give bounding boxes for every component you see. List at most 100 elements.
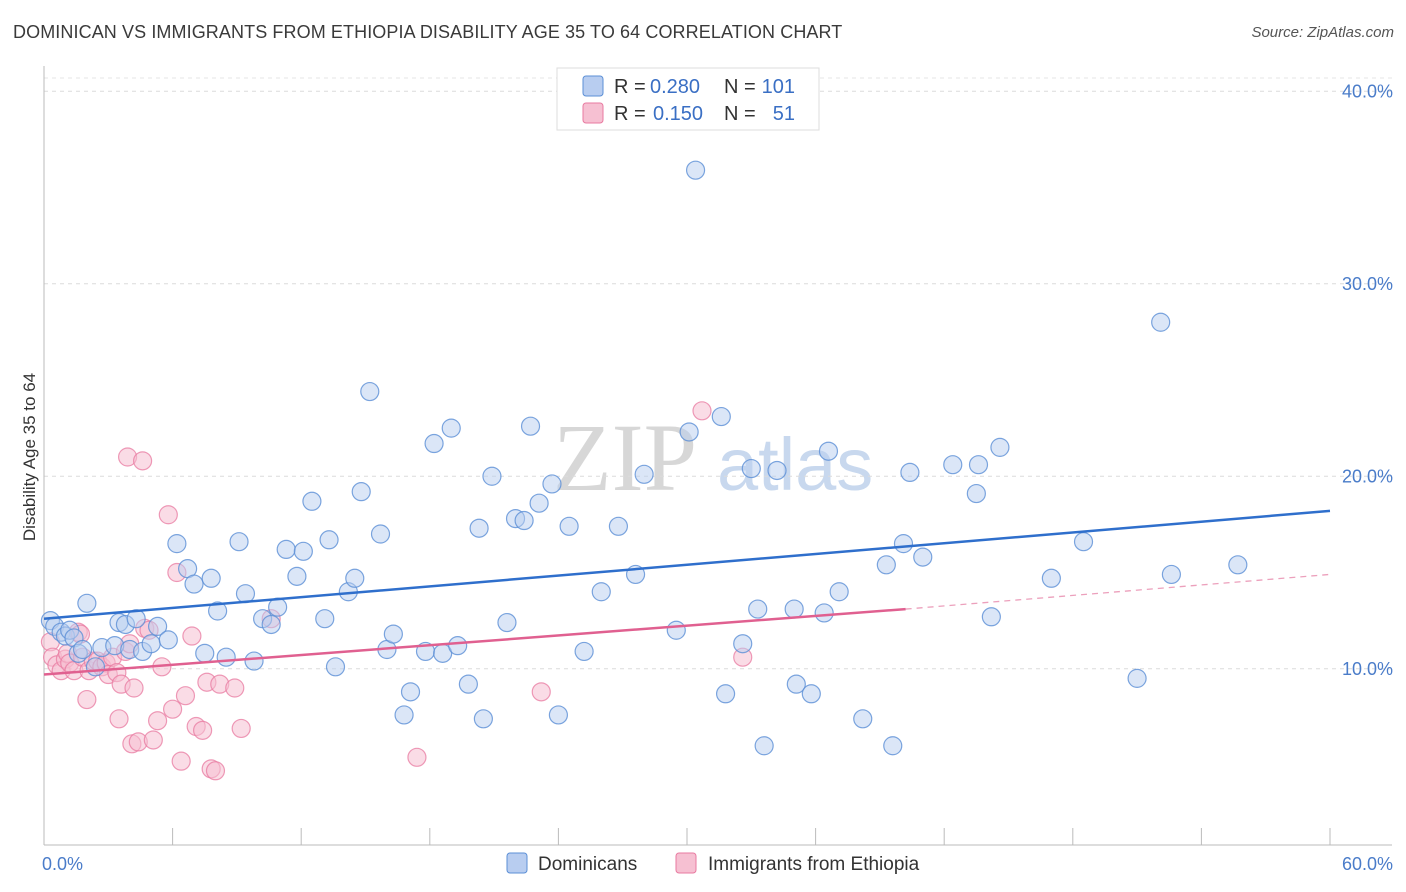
dominican-point-57 [482, 466, 502, 486]
dominican-point-23 [195, 643, 215, 663]
legend-r-label-2: R = [614, 103, 646, 125]
bottom-legend-dominicans: Dominicans [538, 854, 637, 875]
dominican-point-61 [520, 416, 541, 436]
legend-r-value-2: 0.150 [653, 103, 703, 125]
dominican-point-65 [559, 516, 579, 536]
ethiopia-point-44 [205, 761, 226, 781]
dominican-point-22 [184, 574, 204, 594]
trend-line-ethiopia [43, 607, 906, 676]
y-tick-label-2: 30.0% [1342, 274, 1393, 294]
dominican-point-86 [829, 582, 849, 602]
dominican-point-9 [85, 657, 106, 677]
dominican-point-58 [497, 612, 517, 633]
ethiopia-point-11 [77, 689, 97, 710]
dominican-point-79 [754, 736, 774, 756]
dominican-point-67 [591, 582, 611, 602]
legend: R = 0.280 N = 101 R = 0.150 N = 51 [556, 67, 820, 131]
x-tick-label-1: 60.0% [1342, 854, 1393, 874]
x-tick-label-0: 0.0% [42, 854, 83, 874]
dominican-point-31 [261, 614, 281, 635]
dominican-point-76 [733, 634, 753, 654]
dominican-point-78 [748, 599, 768, 619]
dominican-point-75 [715, 684, 736, 704]
bottom-legend-swatch-ethiopia [675, 852, 697, 874]
bottom-legend-ethiopia: Immigrants from Ethiopia [708, 854, 920, 875]
dominican-point-93 [943, 455, 963, 475]
dominican-point-90 [893, 534, 914, 554]
dominican-point-84 [814, 603, 834, 623]
dominican-point-18 [147, 616, 168, 637]
dominican-point-53 [448, 636, 468, 656]
chart-title: DOMINICAN VS IMMIGRANTS FROM ETHIOPIA DI… [13, 22, 843, 42]
x-tick-labels: 0.0% 60.0% [42, 854, 1393, 874]
dominican-point-91 [900, 462, 920, 482]
dominican-point-95 [968, 455, 989, 475]
dominican-point-41 [345, 568, 365, 588]
dominican-point-44 [370, 524, 391, 544]
dominican-point-98 [1041, 568, 1061, 588]
dominican-point-60 [514, 510, 534, 531]
watermark: ZIP atlas [553, 404, 873, 511]
dominican-point-102 [1161, 564, 1181, 585]
dominican-point-94 [966, 483, 986, 504]
dominican-point-56 [473, 709, 493, 729]
dominican-point-35 [293, 541, 313, 561]
dominican-point-8 [77, 593, 97, 613]
dominican-point-87 [853, 709, 873, 729]
dominican-point-43 [360, 381, 380, 402]
dominican-point-83 [801, 684, 821, 704]
dominican-point-15 [126, 609, 146, 629]
ethiopia-point-41 [193, 720, 213, 740]
trend-lines [43, 509, 1331, 676]
dominican-point-33 [276, 539, 296, 560]
dominican-point-37 [315, 609, 335, 629]
dominican-point-38 [319, 530, 339, 550]
ethiopia-point-32 [147, 711, 168, 731]
dominican-point-81 [784, 599, 804, 619]
dominican-point-64 [548, 705, 569, 725]
ethiopia-point-51 [692, 401, 712, 421]
dominican-point-70 [634, 464, 654, 484]
dominican-point-80 [767, 460, 787, 481]
dominican-point-92 [913, 547, 933, 567]
dominican-point-88 [876, 555, 896, 575]
source-credit: Source: ZipAtlas.com [1251, 24, 1394, 41]
y-tick-labels: 10.0% 20.0% 30.0% 40.0% [1342, 81, 1393, 679]
dominican-point-101 [1151, 312, 1171, 332]
ethiopia-point-47 [231, 718, 251, 739]
dominican-point-36 [302, 491, 322, 511]
dominican-point-46 [383, 624, 403, 644]
dominican-point-34 [287, 566, 307, 586]
bottom-legend: Dominicans Immigrants from Ethiopia [506, 852, 920, 875]
legend-n-label-1: N = [724, 76, 756, 98]
dominican-point-73 [685, 160, 706, 180]
trend-line-dominicans [43, 509, 1331, 620]
dominican-point-82 [786, 674, 806, 694]
ethiopia-point-39 [182, 626, 202, 646]
legend-r-value-1: 0.280 [650, 76, 700, 98]
dominican-point-68 [608, 516, 629, 536]
dominican-point-103 [1228, 555, 1248, 575]
dominican-point-25 [208, 601, 228, 621]
ethiopia-point-26 [124, 678, 144, 698]
ethiopia-point-34 [158, 505, 178, 525]
dominican-point-50 [424, 433, 444, 454]
dominican-point-7 [72, 639, 93, 660]
y-axis-label: Disability Age 35 to 64 [20, 373, 39, 541]
trend-line-ethiopia-extension [905, 573, 1331, 610]
dominican-point-77 [741, 458, 761, 479]
series-dominicans-points [40, 160, 1248, 756]
dominican-point-72 [679, 422, 699, 442]
dominican-point-66 [574, 641, 594, 662]
ethiopia-point-37 [171, 751, 191, 771]
dominican-point-20 [167, 534, 187, 554]
legend-n-label-2: N = [724, 103, 756, 125]
bottom-legend-swatch-dominicans [506, 852, 528, 874]
ethiopia-point-28 [132, 451, 153, 471]
dominican-point-100 [1127, 668, 1147, 688]
ethiopia-point-31 [143, 730, 163, 750]
y-tick-label-3: 40.0% [1342, 81, 1393, 101]
ethiopia-point-20 [109, 709, 129, 729]
y-tick-label-0: 10.0% [1342, 659, 1393, 679]
